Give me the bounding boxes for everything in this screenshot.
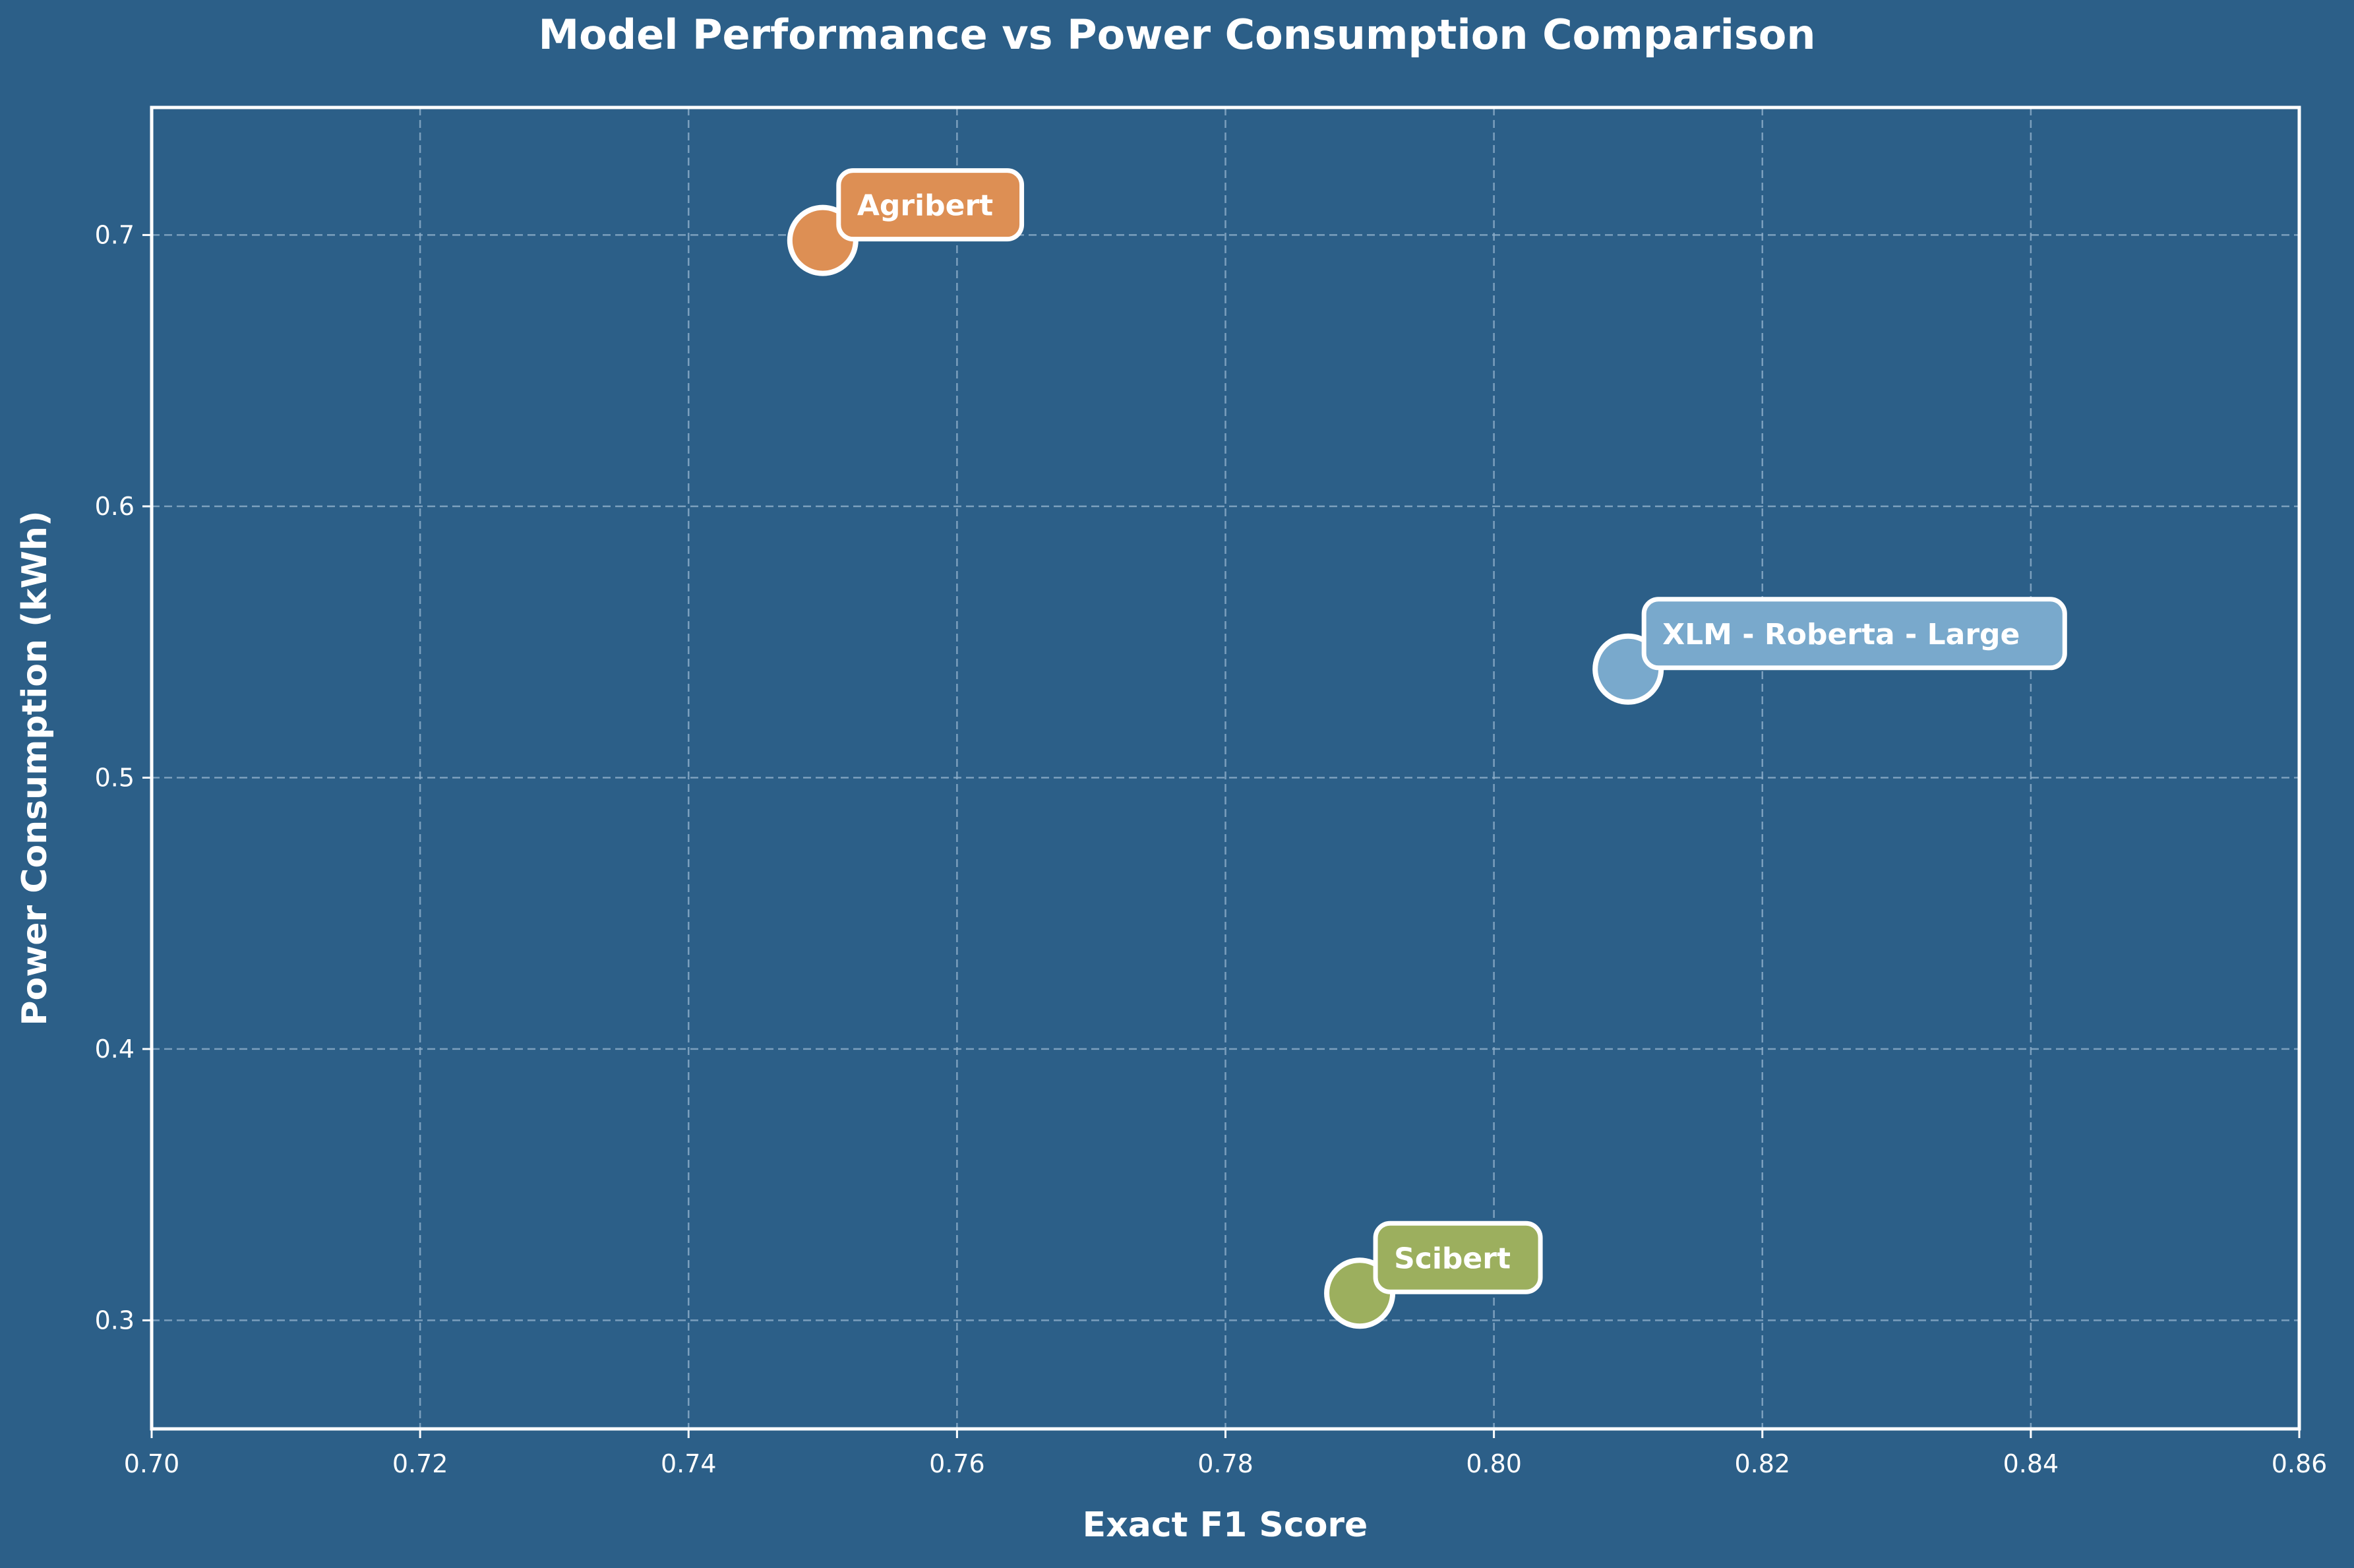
x-tick-label: 0.86 (2272, 1449, 2328, 1478)
y-axis-label: Power Consumption (kWh) (15, 510, 55, 1025)
x-tick-label: 0.72 (392, 1449, 448, 1478)
x-tick-label: 0.74 (661, 1449, 717, 1478)
point-label: XLM - Roberta - Large (1662, 618, 2020, 651)
y-tick-label: 0.6 (95, 492, 135, 521)
y-tick-label: 0.4 (95, 1035, 135, 1064)
point-label-box (1373, 1221, 1543, 1294)
x-tick-label: 0.80 (1466, 1449, 1522, 1478)
x-tick-label: 0.84 (2003, 1449, 2059, 1478)
chart-title: Model Performance vs Power Consumption C… (538, 11, 1815, 59)
axis-ticks: 0.70 0.72 0.74 0.76 0.78 0.80 0.82 0.84 0.86 0.3 0… (95, 220, 2328, 1478)
x-axis-label: Exact F1 Score (1083, 1505, 1368, 1545)
y-tick-label: 0.5 (95, 763, 135, 792)
x-tick-label: 0.82 (1734, 1449, 1790, 1478)
plot-frame (150, 106, 2301, 1431)
x-tick-label: 0.76 (929, 1449, 985, 1478)
y-tick-label: 0.3 (95, 1306, 135, 1335)
point-label: Agribert (857, 189, 993, 223)
data-points: Agribert XLM - Roberta - Large Scibert (787, 168, 2067, 1329)
x-tick-label: 0.78 (1197, 1449, 1253, 1478)
point-label-box (836, 168, 1025, 242)
x-tick-label: 0.70 (124, 1449, 180, 1478)
point-label: Scibert (1394, 1242, 1511, 1275)
grid (152, 107, 2299, 1429)
y-tick-label: 0.7 (95, 220, 135, 249)
point-label-box (1641, 597, 2067, 671)
